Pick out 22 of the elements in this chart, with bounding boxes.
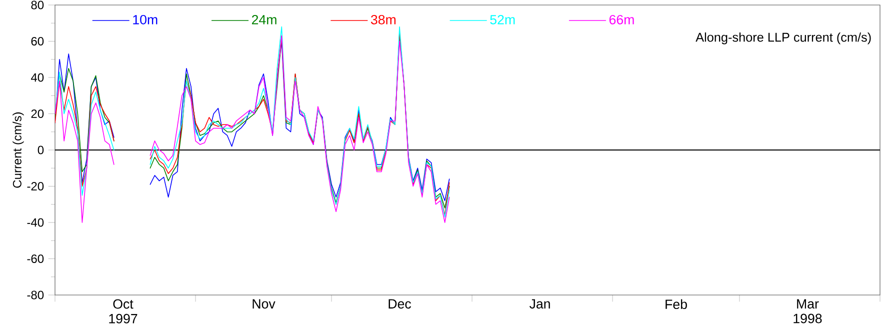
x-tick-label: Mar 1998: [794, 299, 822, 324]
x-tick-label: Feb: [666, 299, 687, 310]
y-tick-label: 80: [31, 0, 44, 10]
x-tick-label: Jan: [529, 299, 550, 309]
x-tick-label: Oct 1997: [109, 299, 138, 324]
y-tick-label: 40: [30, 73, 44, 82]
y-tick-label: 0: [38, 146, 44, 154]
y-tick-label: -80: [27, 290, 44, 300]
y-tick-label: 20: [31, 109, 44, 118]
legend-label: 24m: [252, 14, 276, 24]
y-tick-label: -20: [27, 182, 44, 190]
y-tick-label: 60: [31, 36, 44, 46]
annotation: Along-shore LLP current (cm/s): [696, 32, 871, 44]
legend-label: 38m: [370, 14, 396, 24]
x-tick-label: Dec: [388, 299, 412, 309]
y-tick-label: -60: [27, 254, 44, 264]
y-axis-title: Current (cm/s): [12, 112, 24, 188]
y-tick-label: -40: [27, 218, 44, 227]
x-tick-label: Nov: [252, 299, 276, 309]
legend-label: 10m: [133, 14, 158, 24]
legend-label: 52m: [490, 14, 515, 24]
legend-label: 66m: [609, 14, 634, 24]
